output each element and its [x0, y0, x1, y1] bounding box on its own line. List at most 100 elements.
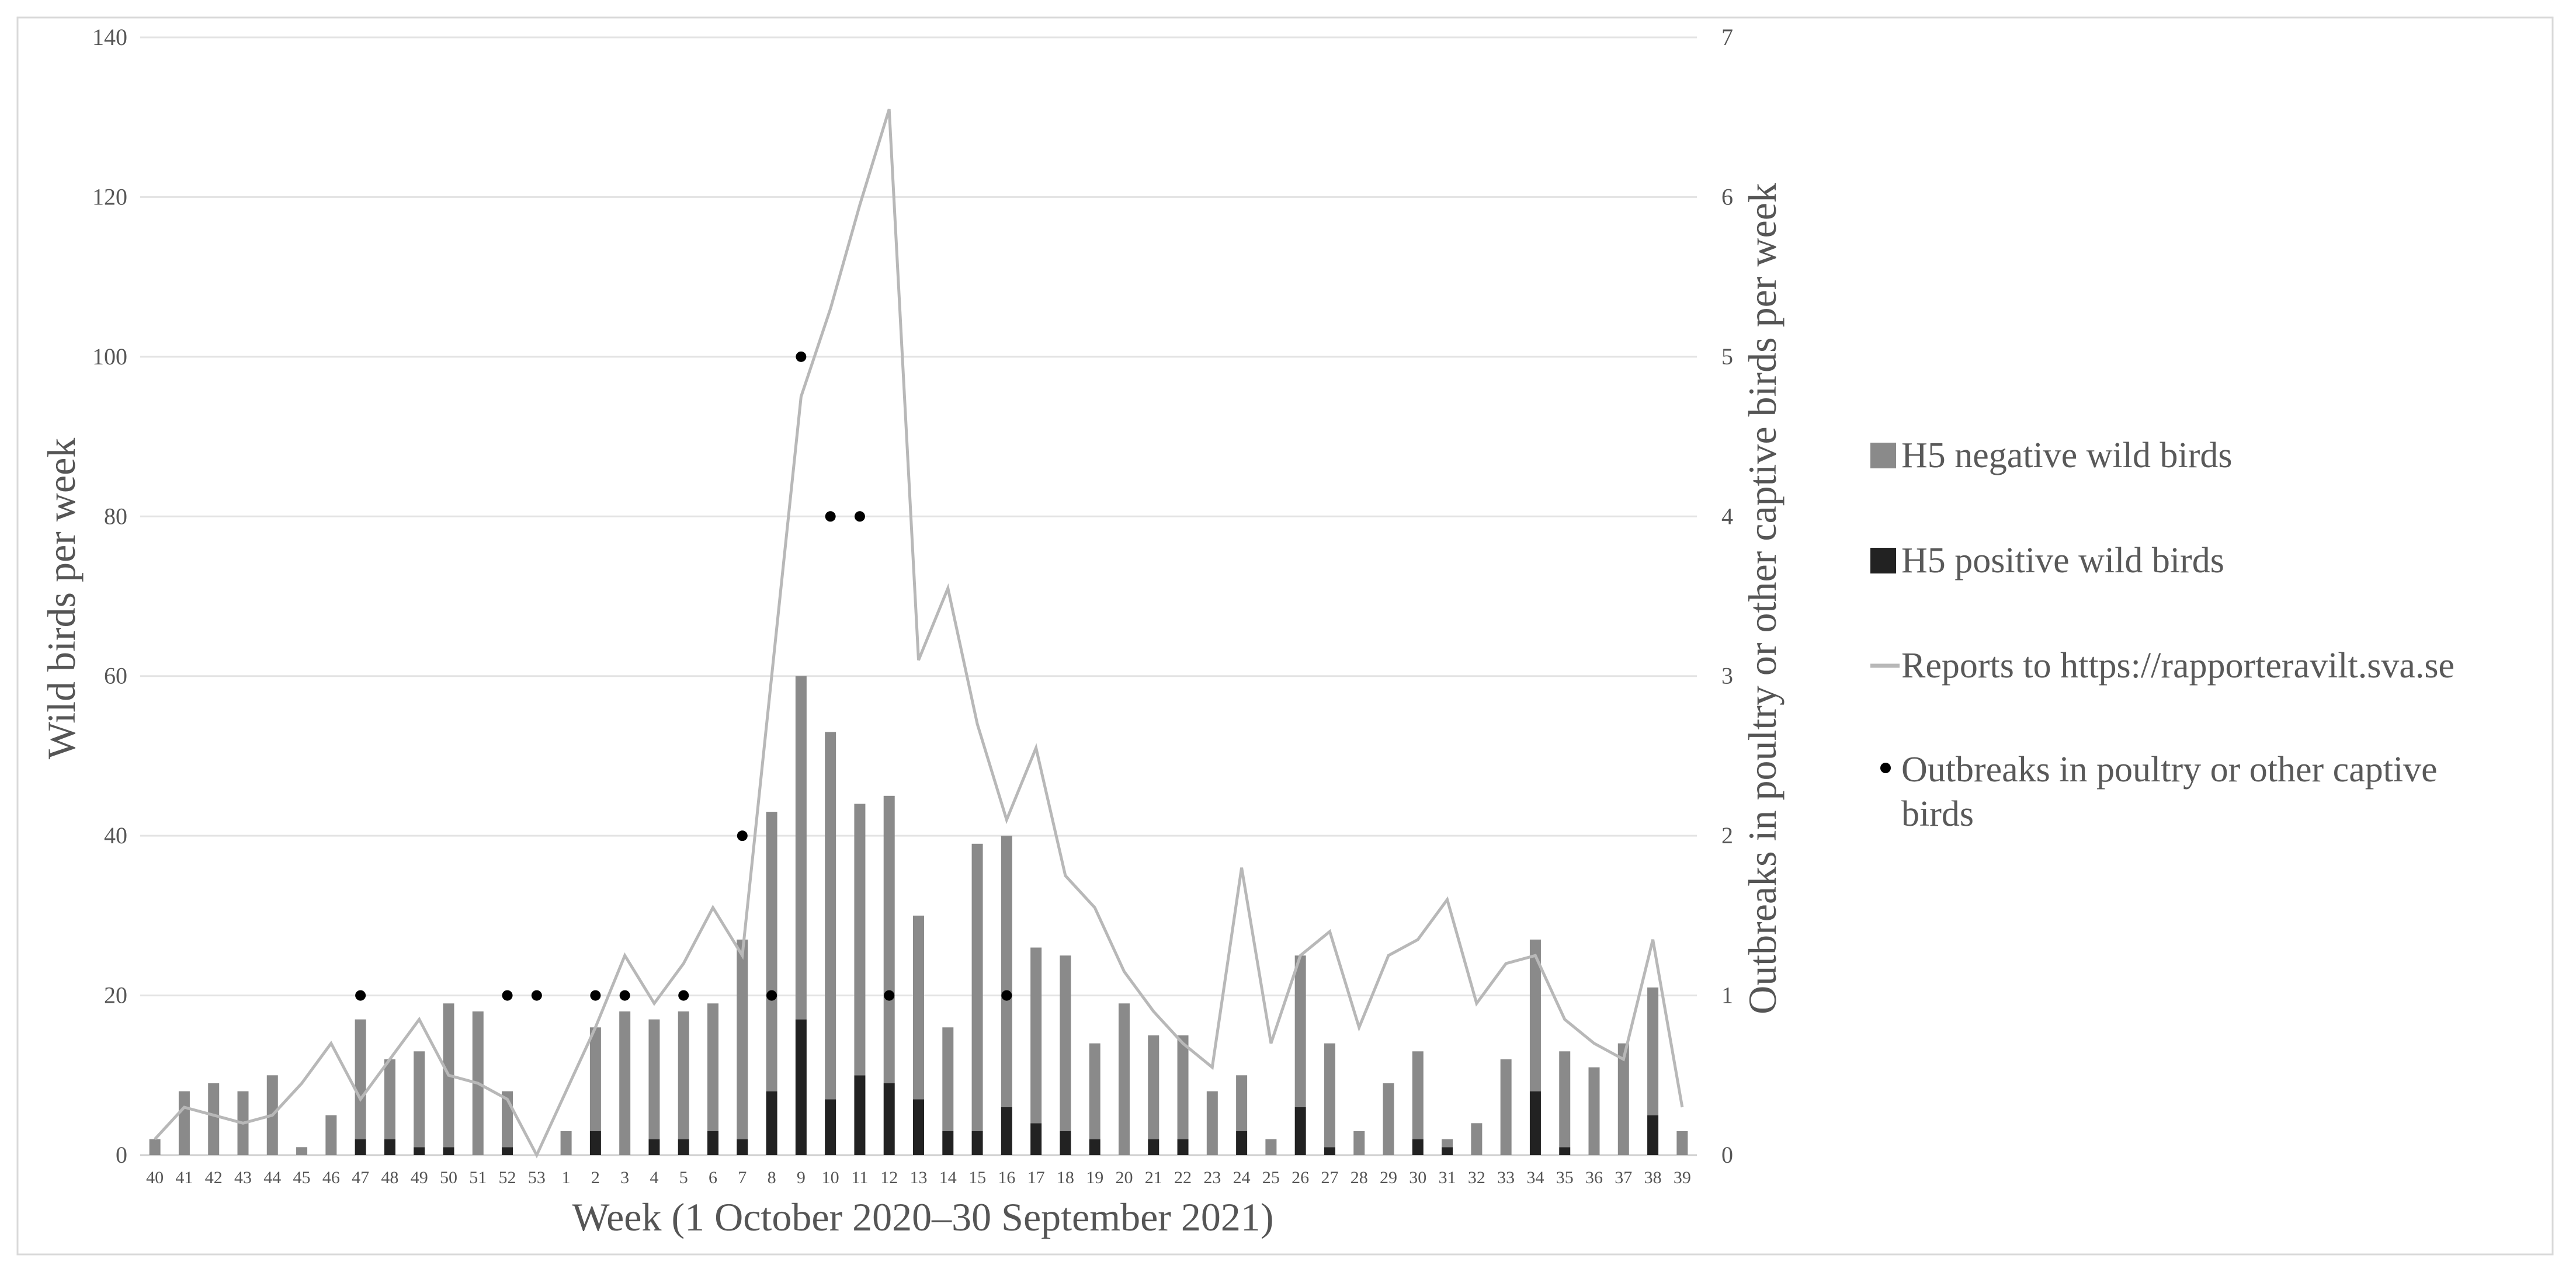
x-tick-label: 48: [381, 1168, 398, 1187]
bar-negative: [589, 1027, 601, 1131]
bar-negative: [1324, 1043, 1335, 1148]
bar-negative: [1617, 1043, 1629, 1155]
bar-positive: [1060, 1131, 1071, 1155]
y2-tick-label: 3: [1721, 663, 1733, 689]
bar-positive: [737, 1139, 748, 1155]
bar-positive: [854, 1075, 866, 1155]
x-tick-label: 7: [738, 1168, 747, 1187]
outbreak-dot: [502, 990, 513, 1001]
x-tick-label: 32: [1468, 1168, 1485, 1187]
bar-negative: [766, 812, 777, 1091]
x-tick-label: 3: [620, 1168, 629, 1187]
x-tick-label: 22: [1174, 1168, 1192, 1187]
outbreak-dot: [884, 990, 895, 1001]
bar-positive: [766, 1091, 777, 1155]
bar-positive: [1294, 1107, 1306, 1155]
x-tick-label: 52: [499, 1168, 516, 1187]
bar-positive: [648, 1139, 660, 1155]
x-tick-label: 44: [263, 1168, 281, 1187]
legend-label-positive: H5 positive wild birds: [1901, 541, 2224, 580]
legend: H5 negative wild birds H5 positive wild …: [1870, 436, 2455, 834]
bar-negative: [678, 1011, 689, 1139]
bar-positive: [1030, 1123, 1042, 1155]
bar-positive: [1529, 1091, 1541, 1155]
y-tick-label: 40: [104, 822, 127, 849]
bar-negative: [1089, 1043, 1100, 1139]
legend-label-reports: Reports to https://rapporteravilt.sva.se: [1901, 646, 2455, 686]
legend-label-outbreaks: Outbreaks in poultry or other captive bi…: [1901, 750, 2446, 834]
outbreak-dot: [678, 990, 689, 1001]
y-tick-label: 20: [104, 982, 127, 1009]
bar-negative: [1471, 1123, 1483, 1155]
x-tick-label: 25: [1262, 1168, 1280, 1187]
bar-negative: [1118, 1003, 1130, 1155]
bar-negative: [795, 676, 807, 1020]
outbreak-dot: [825, 511, 836, 522]
bar-negative: [149, 1139, 161, 1155]
y2-tick-label: 6: [1721, 183, 1733, 210]
x-tick-label: 41: [175, 1168, 193, 1187]
bar-negative: [560, 1131, 572, 1155]
bar-positive: [1089, 1139, 1100, 1155]
bar-negative: [1265, 1139, 1277, 1155]
x-tick-label: 21: [1145, 1168, 1162, 1187]
bar-positive: [1148, 1139, 1159, 1155]
x-tick-label: 39: [1674, 1168, 1691, 1187]
bar-negative: [1353, 1131, 1365, 1155]
legend-label-outbreaks-line1: Outbreaks in poultry or other captive: [1901, 750, 2438, 790]
outbreak-dot: [854, 511, 865, 522]
gridlines: [140, 36, 1697, 1156]
bar-negative: [971, 843, 983, 1131]
x-tick-label: 2: [591, 1168, 600, 1187]
y-axis-title: Wild birds per week: [39, 438, 84, 760]
bar-positive: [384, 1139, 395, 1155]
bar-positive: [1442, 1147, 1453, 1155]
outbreak-dot: [766, 990, 777, 1001]
bar-negative: [384, 1059, 395, 1139]
x-tick-label: 28: [1351, 1168, 1368, 1187]
y2-axis-title: Outbreaks in poultry or other captive bi…: [1740, 183, 1785, 1014]
x-tick-label: 16: [998, 1168, 1015, 1187]
x-tick-label: 9: [797, 1168, 806, 1187]
x-tick-label: 26: [1292, 1168, 1309, 1187]
bar-negative: [854, 804, 866, 1076]
x-tick-label: 42: [205, 1168, 223, 1187]
x-tick-label: 6: [709, 1168, 717, 1187]
bar-positive: [589, 1131, 601, 1155]
bar-negative: [1647, 987, 1659, 1115]
x-tick-label: 51: [469, 1168, 487, 1187]
bar-positive: [707, 1131, 719, 1155]
reports-line-layer: [154, 109, 1684, 1159]
bar-positive: [1177, 1139, 1189, 1155]
x-tick-label: 34: [1526, 1168, 1544, 1187]
outbreak-dot: [590, 990, 601, 1001]
x-tick-label: 14: [939, 1168, 957, 1187]
x-tick-label: 46: [322, 1168, 340, 1187]
bar-negative: [1177, 1035, 1189, 1139]
bars: [149, 676, 1688, 1155]
bar-positive: [502, 1147, 513, 1155]
y2-tick-label: 7: [1721, 24, 1733, 50]
x-tick-label: 13: [910, 1168, 928, 1187]
bar-negative: [883, 795, 895, 1083]
y-tick-label: 120: [92, 183, 127, 210]
outbreak-dot: [531, 990, 542, 1001]
bar-negative: [1412, 1051, 1424, 1139]
bar-positive: [913, 1099, 924, 1155]
x-tick-label: 29: [1380, 1168, 1397, 1187]
x-tick-label: 24: [1233, 1168, 1251, 1187]
legend-label-negative: H5 negative wild birds: [1901, 436, 2233, 475]
bar-negative: [296, 1147, 308, 1155]
bar-positive: [942, 1131, 954, 1155]
chart-frame: [16, 16, 2554, 1256]
x-tick-label: 12: [880, 1168, 898, 1187]
bar-negative: [1559, 1051, 1571, 1148]
x-axis-title: Week (1 October 2020–30 September 2021): [572, 1195, 1273, 1239]
bar-positive: [414, 1147, 425, 1155]
x-tick-label: 4: [650, 1168, 658, 1187]
bar-negative: [1294, 955, 1306, 1107]
legend-label-outbreaks-line2: birds: [1901, 794, 1974, 834]
y2-tick-label: 2: [1721, 822, 1733, 849]
x-tick-label: 17: [1027, 1168, 1045, 1187]
